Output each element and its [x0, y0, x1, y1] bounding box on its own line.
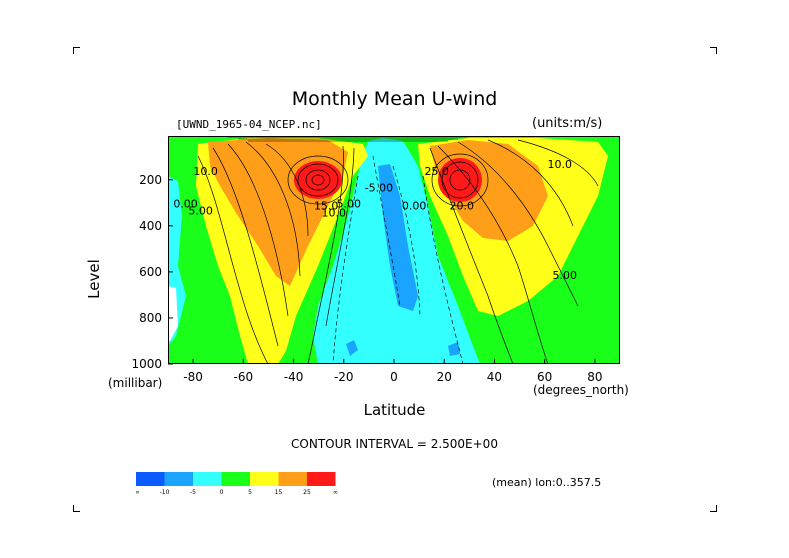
x-tick-label: 80	[587, 370, 602, 384]
x-tick-label: 40	[487, 370, 502, 384]
colorbar-swatch	[136, 472, 165, 486]
x-axis-label: Latitude	[363, 401, 426, 419]
y-tick-label: 1000	[131, 357, 162, 371]
corner-mark-bottom-right	[710, 505, 717, 512]
colorbar-label: -10	[160, 489, 170, 496]
colorbar-label: ∞	[333, 489, 338, 496]
x-tick-label: -80	[183, 370, 203, 384]
contour-label: 10.0	[321, 207, 346, 220]
corner-mark-top-right	[710, 47, 717, 54]
contour-lines-negative	[332, 155, 464, 364]
mean-info-text: (mean) lon:0..357.5	[492, 476, 602, 489]
colorbar-label: 15	[275, 489, 283, 496]
x-tick-label: 60	[537, 370, 552, 384]
colorbar-label: 0	[220, 489, 224, 496]
x-tick-label: 20	[437, 370, 452, 384]
chart-title: Monthly Mean U-wind	[291, 88, 498, 110]
colorbar-label: 25	[303, 489, 311, 496]
contour-label: 5.00	[553, 269, 578, 282]
colorbar-swatch	[278, 472, 307, 486]
corner-mark-bottom-left	[73, 505, 80, 512]
fill-equator-blue-small2	[448, 342, 460, 356]
contour-label: 10.0	[193, 165, 218, 178]
colorbar-swatch	[193, 472, 222, 486]
contour-label: 5.00	[188, 204, 213, 217]
units-label: (units:m/s)	[532, 116, 603, 131]
colorbar-swatch	[164, 472, 193, 486]
colorbar-label: 5	[248, 489, 252, 496]
contour-label: 15.0	[314, 200, 339, 213]
corner-mark-top-left	[73, 47, 80, 54]
file-info: [UWND_1965-04_NCEP.nc]	[176, 118, 322, 131]
fill-left-white-gap	[168, 286, 178, 341]
contour-label: 25.0	[424, 165, 449, 178]
y-tick-label: 600	[139, 265, 162, 279]
contour-label: 5.00	[337, 197, 362, 210]
contour-label: 0.00	[402, 200, 427, 213]
colorbar-swatch	[307, 472, 336, 486]
contour-lines-south	[197, 141, 355, 364]
x-tick-label: -40	[284, 370, 304, 384]
x-axis-unit: (degrees_north)	[533, 383, 629, 397]
y-tick-label: 400	[139, 219, 162, 233]
x-tick-label: -20	[334, 370, 354, 384]
contour-label: 20.0	[450, 200, 475, 213]
fill-north-jet-red-25	[438, 158, 482, 202]
colorbar-label: -5	[190, 489, 196, 496]
x-tick-label: -60	[234, 370, 254, 384]
contour-label: -5.00	[365, 181, 393, 194]
y-tick-label: 800	[139, 311, 162, 325]
colorbar-swatch	[250, 472, 279, 486]
contour-lines-north	[429, 139, 599, 364]
fill-equator-blue-small	[346, 340, 358, 356]
contour-plot: 10.00.005.00 15.010.05.00-5.000.0025.020.…	[168, 136, 620, 364]
colorbar: -∞ -10 -5 0 5 15 25 ∞	[136, 472, 338, 496]
x-tick-label: 0	[390, 370, 398, 384]
contour-label: 10.0	[547, 158, 572, 171]
y-tick-label: 200	[139, 173, 162, 187]
contour-interval-text: CONTOUR INTERVAL = 2.500E+00	[291, 437, 498, 451]
fill-equator-blue-neg5	[378, 164, 418, 311]
fill-south-jet-red-25	[294, 161, 342, 199]
colorbar-label: -∞	[136, 489, 140, 496]
contour-label: 0.00	[173, 197, 198, 210]
colorbar-swatch	[221, 472, 250, 486]
y-axis-unit: (millibar)	[108, 376, 163, 390]
